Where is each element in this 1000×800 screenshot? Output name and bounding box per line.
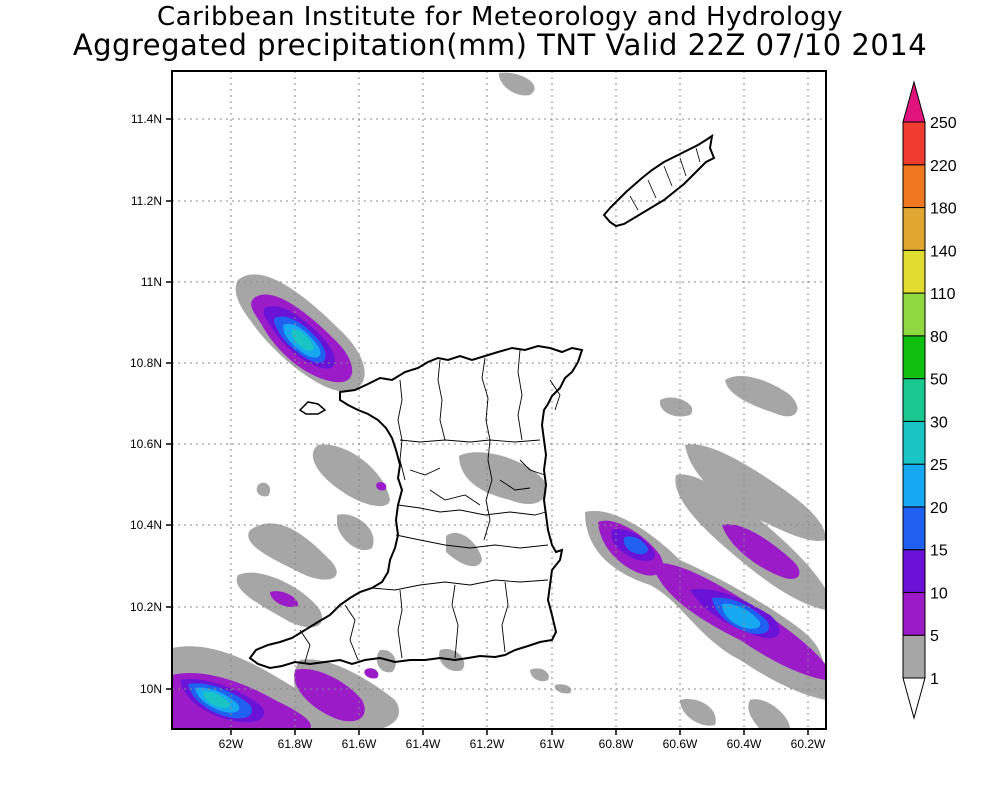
- y-tick-label: 11N: [141, 275, 162, 289]
- colorbar-label: 180: [930, 201, 957, 218]
- colorbar-label: 50: [930, 372, 948, 389]
- x-tick-label: 61W: [540, 737, 565, 751]
- plot-border: [171, 70, 827, 730]
- colorbar-label: 250: [930, 115, 957, 132]
- y-tick-label: 11.4N: [131, 112, 162, 126]
- x-tick-label: 60.6W: [663, 737, 698, 751]
- x-tick-label: 60.8W: [599, 737, 634, 751]
- colorbar-segment: [902, 677, 926, 720]
- colorbar-segment: [902, 378, 926, 422]
- y-tick-label: 10N: [140, 682, 162, 696]
- x-tick-label: 61.8W: [278, 737, 313, 751]
- colorbar-segment: [902, 80, 926, 123]
- colorbar-label: 15: [930, 543, 948, 560]
- trinidad-island: [248, 344, 584, 670]
- colorbar-segment: [902, 335, 926, 380]
- colorbar-segment: [902, 164, 926, 209]
- x-tick-label: 60.4W: [727, 737, 762, 751]
- y-tick-label: 10.2N: [130, 600, 162, 614]
- y-tick-label: 11.2N: [131, 194, 162, 208]
- colorbar-segment: [902, 420, 926, 465]
- colorbar-label: 20: [930, 500, 948, 517]
- chart-title-line1: Caribbean Institute for Meteorology and …: [157, 2, 843, 32]
- chart-title-line2: Aggregated precipitation(mm) TNT Valid 2…: [72, 28, 928, 62]
- colorbar-segment: [902, 591, 926, 636]
- colorbar-segment: [902, 292, 926, 337]
- colorbar-segment: [902, 634, 926, 679]
- x-axis-labels: 62W 61.8W 61.6W 61.4W 61.2W 61W 60.8W 60…: [219, 737, 826, 751]
- colorbar-label: 1: [930, 671, 939, 688]
- y-tick-label: 10.6N: [130, 437, 162, 451]
- x-tick-label: 61.2W: [470, 737, 505, 751]
- colorbar-segment: [902, 463, 926, 508]
- x-tick-label: 60.2W: [791, 737, 826, 751]
- x-tick-label: 61.4W: [406, 737, 441, 751]
- tobago-island: [602, 133, 716, 228]
- x-tick-label: 61.6W: [342, 737, 377, 751]
- colorbar-label: 220: [930, 158, 957, 175]
- colorbar-segment: [902, 549, 926, 593]
- x-tick-label: 62W: [219, 737, 244, 751]
- colorbar-segment: [902, 506, 926, 551]
- colorbar-label: 10: [930, 585, 948, 602]
- colorbar-label: 80: [930, 329, 948, 346]
- colorbar-segment: [902, 249, 926, 294]
- y-axis-labels: 10N 10.2N 10.4N 10.6N 10.8N 11N 11.2N 11…: [130, 112, 162, 696]
- map-grid: [172, 71, 826, 729]
- precipitation-contours: [172, 72, 826, 729]
- colorbar-label: 25: [930, 457, 948, 474]
- colorbar-label: 110: [930, 286, 956, 303]
- colorbar-segment: [902, 207, 926, 251]
- colorbar-label: 5: [930, 628, 939, 645]
- colorbar-label: 140: [930, 243, 957, 260]
- colorbar-label: 30: [930, 414, 948, 431]
- y-tick-label: 10.4N: [130, 518, 162, 532]
- y-tick-label: 10.8N: [130, 356, 162, 370]
- colorbar-segment: [902, 121, 926, 166]
- precip-peak-areas: [203, 329, 314, 709]
- trinidad-region-borders: [299, 349, 561, 663]
- axis-ticks: [166, 118, 809, 735]
